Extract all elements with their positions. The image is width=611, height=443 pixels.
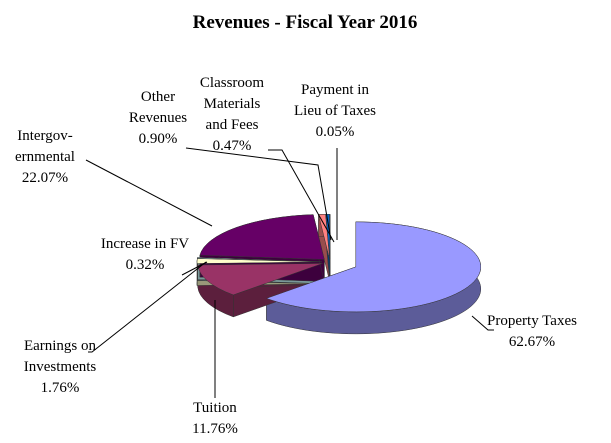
leader-line (181, 261, 208, 276)
category-label: Earnings on Investments (24, 338, 97, 375)
value-label: 22.07% (22, 170, 68, 186)
leader-line (185, 147, 332, 241)
slice (199, 214, 325, 260)
value-label: 0.47% (213, 138, 252, 154)
leader-line (85, 159, 213, 227)
slice (265, 221, 482, 313)
slice-label: Payment in Lieu of Taxes 0.05% (294, 82, 376, 240)
value-label: 0.05% (316, 124, 355, 140)
leader-line (268, 149, 335, 243)
slice-label: Increase in FV 0.32% (101, 236, 208, 276)
value-label: 0.32% (126, 257, 165, 273)
slice-label: Other Revenues 0.90% (129, 89, 332, 241)
value-label: 62.67% (509, 334, 555, 350)
category-label: Property Taxes (487, 313, 577, 329)
category-label: Increase in FV (101, 236, 189, 252)
slice-label: Tuition 11.76% (192, 300, 238, 437)
category-label: Payment in Lieu of Taxes (294, 82, 376, 119)
category-label: Other Revenues (129, 89, 187, 126)
leader-line (471, 315, 494, 331)
slice-label: Earnings on Investments 1.76% (24, 261, 207, 396)
leader-line (88, 261, 207, 353)
slice-label: Property Taxes 62.67% (471, 313, 577, 350)
slice-label: Intergov-ernmental 22.07% (15, 128, 213, 227)
slice-label: Classroom Materials and Fees 0.47% (200, 75, 335, 243)
category-label: Classroom Materials and Fees (200, 75, 265, 133)
value-label: 0.90% (139, 131, 178, 147)
value-label: 11.76% (192, 421, 238, 437)
category-label: Tuition (193, 400, 237, 416)
chart-title: Revenues - Fiscal Year 2016 (193, 12, 418, 33)
pie-tops (196, 214, 482, 313)
value-label: 1.76% (41, 380, 80, 396)
category-label: Intergov-ernmental (15, 128, 75, 165)
slice (197, 257, 323, 262)
